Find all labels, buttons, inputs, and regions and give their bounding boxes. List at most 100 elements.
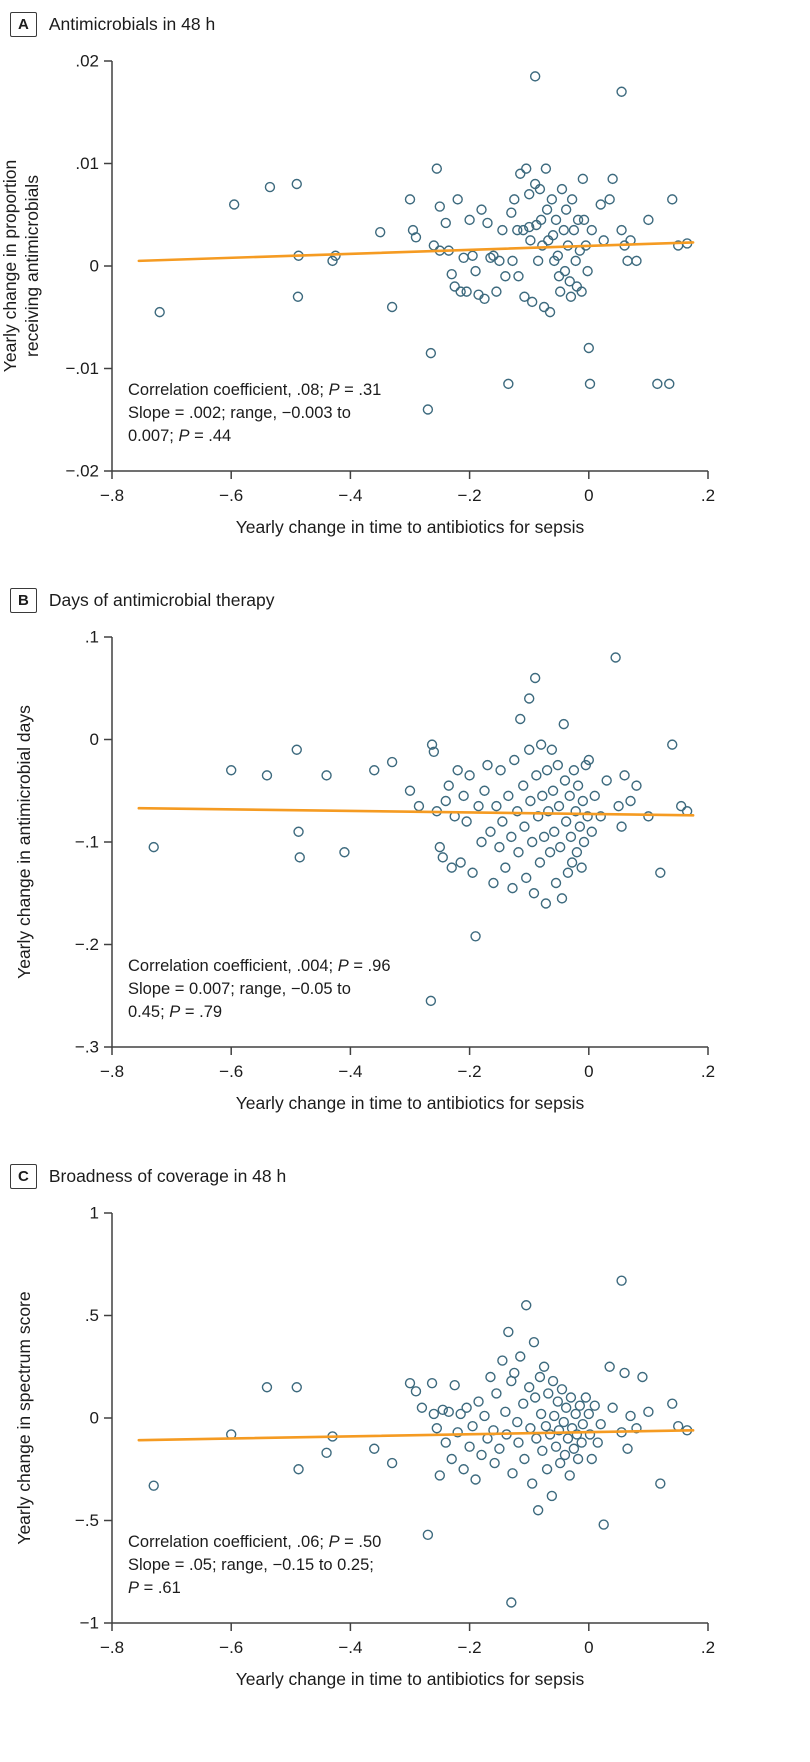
scatter-point: [428, 240, 440, 251]
scatter-point: [572, 780, 584, 791]
scatter-point: [535, 739, 547, 750]
scatter-point: [564, 790, 575, 802]
scatter-point: [589, 790, 600, 802]
scatter-point: [521, 872, 532, 884]
scatter-point: [485, 252, 496, 264]
stats-annotation-line: Correlation coefficient, .004; P = .96: [128, 957, 391, 975]
scatter-point: [559, 265, 571, 277]
scatter-point: [540, 163, 552, 174]
scatter-point: [521, 1300, 532, 1311]
scatter-point: [261, 1382, 273, 1393]
scatter-point: [543, 806, 554, 817]
scatter-point: [291, 744, 302, 755]
scatter-point: [228, 199, 240, 210]
scatter-point: [431, 163, 443, 174]
scatter-point: [440, 1437, 451, 1448]
scatter-point: [643, 811, 654, 822]
trend-line: [137, 1429, 695, 1442]
scatter-point: [404, 785, 416, 796]
scatter-point: [613, 800, 624, 812]
scatter-point: [531, 770, 542, 781]
scatter-point: [431, 1423, 443, 1434]
scatter-point: [264, 181, 276, 193]
panel-b: B Days of antimicrobial therapy .1 0 −.1 −.…: [0, 588, 810, 1152]
scatter-point: [526, 296, 538, 308]
scatter-point: [443, 1406, 454, 1418]
scatter-point: [524, 744, 535, 755]
scatter-point: [491, 800, 502, 812]
scatter-point: [556, 183, 568, 195]
scatter-point: [440, 795, 451, 807]
scatter-point: [560, 816, 572, 827]
scatter-point: [291, 178, 302, 190]
scatter-point: [491, 1388, 502, 1399]
scatter-point: [598, 1519, 609, 1530]
scatter-point: [525, 795, 536, 807]
scatter-point: [631, 780, 642, 791]
panel-c: C Broadness of coverage in 48 h 1 .5 0 −.5 −…: [0, 1164, 810, 1728]
scatter-points-group: [154, 71, 693, 415]
scatter-point: [667, 194, 678, 205]
panel-b-scatter-chart: .1 0 −.1 −.2 −.3−.8 −.6 −.4 −.2 0 .2 Yearly change…: [14, 628, 715, 1114]
scatter-point: [549, 1410, 560, 1422]
scatter-point: [446, 862, 457, 873]
panel-b-header: B Days of antimicrobial therapy: [10, 588, 810, 613]
scatter-point: [616, 821, 627, 832]
scatter-point: [479, 1410, 490, 1422]
scatter-point: [369, 1443, 380, 1454]
scatter-point: [515, 168, 526, 179]
scatter-point: [524, 1382, 535, 1393]
y-axis-title: Yearly change in spectrum score: [14, 1291, 34, 1544]
scatter-point: [616, 224, 627, 236]
scatter-point: [631, 1423, 642, 1434]
scatter-point: [541, 765, 553, 776]
x-axis-title: Yearly change in time to antibiotics for…: [236, 1669, 585, 1689]
scatter-point: [488, 877, 499, 889]
scatter-point: [500, 1406, 511, 1418]
scatter-point: [506, 1597, 517, 1608]
scatter-point: [428, 1408, 440, 1420]
scatter-point: [566, 857, 578, 868]
scatter-point: [476, 204, 487, 215]
scatter-point: [461, 1402, 472, 1413]
scatter-point: [503, 378, 514, 390]
scatter-point: [583, 1408, 594, 1420]
scatter-point: [491, 286, 502, 297]
scatter-point: [625, 1410, 636, 1422]
x-tick-label: −.6: [219, 1062, 243, 1081]
scatter-point: [434, 1470, 445, 1481]
scatter-point: [410, 1386, 422, 1397]
scatter-point: [519, 291, 530, 302]
scatter-point: [570, 1408, 581, 1420]
x-tick-label: −.8: [100, 1638, 124, 1657]
x-tick-label: .2: [701, 1062, 715, 1081]
y-tick-label: .1: [85, 628, 99, 647]
scatter-point: [583, 754, 594, 766]
scatter-point: [655, 1478, 666, 1489]
scatter-point: [604, 194, 615, 205]
scatter-point: [560, 1402, 572, 1413]
scatter-point: [556, 1384, 568, 1395]
scatter-point: [554, 841, 566, 853]
scatter-point: [524, 221, 535, 233]
scatter-point: [500, 862, 511, 873]
scatter-point: [529, 672, 541, 684]
scatter-point: [550, 1441, 562, 1452]
scatter-point: [532, 255, 544, 267]
scatter-point: [547, 1375, 559, 1387]
y-tick-label: 0: [90, 730, 99, 749]
scatter-point: [434, 841, 445, 853]
y-tick-label: 1: [90, 1204, 99, 1223]
scatter-point: [598, 235, 609, 246]
scatter-point: [518, 1398, 529, 1409]
scatter-point: [535, 1408, 547, 1420]
scatter-point: [631, 255, 642, 267]
stats-annotation-line: Slope = 0.007; range, −0.05 to: [128, 980, 351, 998]
scatter-point: [578, 836, 590, 848]
scatter-point: [537, 240, 548, 251]
scatter-point: [532, 1505, 544, 1516]
scatter-point: [570, 255, 581, 267]
scatter-point: [574, 1400, 586, 1411]
scatter-point: [513, 1437, 524, 1448]
scatter-point: [577, 795, 589, 807]
